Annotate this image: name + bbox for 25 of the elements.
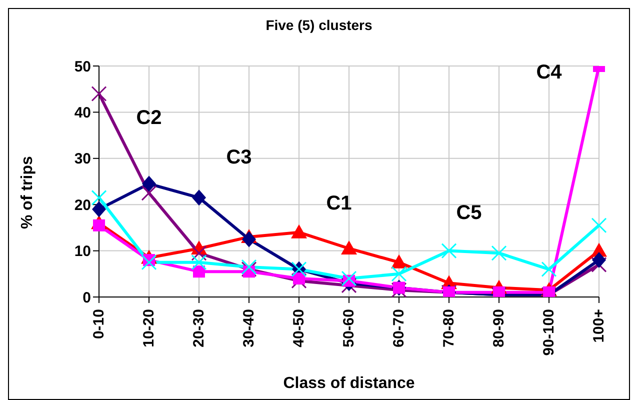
x-tick-label: 30-40 bbox=[240, 309, 258, 348]
y-tick-label: 10 bbox=[74, 243, 91, 260]
y-tick-label: 50 bbox=[74, 58, 91, 76]
x-tick-label: 100+ bbox=[590, 308, 608, 343]
x-tick-label: 70-80 bbox=[440, 309, 458, 348]
x-tick-label: 80-90 bbox=[490, 309, 508, 348]
series-label: C4 bbox=[536, 61, 563, 84]
y-axis-title: % of trips bbox=[19, 156, 37, 229]
chart-title: Five (5) clusters bbox=[264, 17, 374, 33]
x-tick-label: 0-10 bbox=[90, 309, 108, 340]
y-tick-label: 40 bbox=[74, 104, 91, 122]
x-tick-label: 40-50 bbox=[290, 309, 308, 348]
series-label: C3 bbox=[226, 146, 252, 169]
x-tick-label: 20-30 bbox=[190, 309, 208, 348]
x-tick-label: 10-20 bbox=[140, 309, 158, 348]
y-tick-label: 20 bbox=[74, 196, 91, 214]
x-tick-label: 50-60 bbox=[340, 309, 358, 348]
y-tick-label: 0 bbox=[82, 289, 91, 306]
x-axis-title: Class of distance bbox=[282, 375, 416, 393]
series-label: C2 bbox=[136, 107, 162, 130]
series-label: C5 bbox=[456, 202, 482, 224]
x-tick-label: 90-100 bbox=[540, 309, 558, 356]
series-label: C1 bbox=[326, 192, 352, 214]
y-tick-label: 30 bbox=[74, 150, 91, 168]
x-tick-label: 60-70 bbox=[390, 309, 408, 348]
